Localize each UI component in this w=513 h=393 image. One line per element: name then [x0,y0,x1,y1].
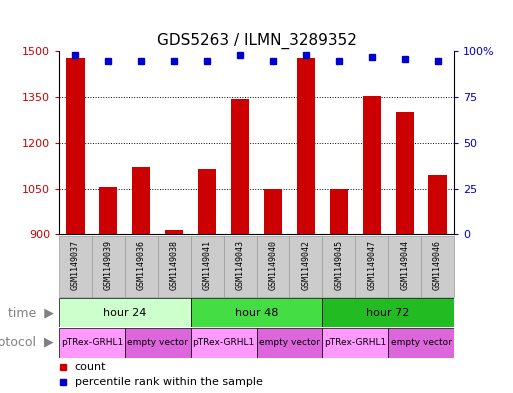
Text: GSM1149036: GSM1149036 [137,241,146,290]
Bar [132,167,150,234]
Text: GSM1149047: GSM1149047 [367,241,376,290]
Text: hour 72: hour 72 [366,308,410,318]
Text: GSM1149045: GSM1149045 [334,241,343,290]
Bar [59,298,191,327]
Bar [100,187,117,234]
Bar [191,298,322,327]
Text: GSM1149040: GSM1149040 [268,241,278,290]
Bar [396,112,413,234]
Text: hour 48: hour 48 [235,308,278,318]
Title: GDS5263 / ILMN_3289352: GDS5263 / ILMN_3289352 [156,33,357,49]
Text: protocol  ▶: protocol ▶ [0,336,54,349]
Bar [125,328,191,358]
Bar [59,236,92,297]
Bar [322,298,454,327]
Bar [256,236,289,297]
Text: pTRex-GRHL1: pTRex-GRHL1 [324,338,386,347]
Bar [388,236,421,297]
Bar [297,57,315,234]
Text: GSM1149046: GSM1149046 [433,241,442,290]
Text: empty vector: empty vector [391,338,451,347]
Text: time  ▶: time ▶ [8,306,54,319]
Bar [231,99,249,234]
Text: GSM1149044: GSM1149044 [400,241,409,290]
Bar [388,328,454,358]
Bar [66,57,85,234]
Bar [330,189,348,234]
Bar [191,328,256,358]
Text: empty vector: empty vector [127,338,188,347]
Text: GSM1149037: GSM1149037 [71,241,80,290]
Bar [264,189,282,234]
Text: pTRex-GRHL1: pTRex-GRHL1 [192,338,255,347]
Bar [59,328,125,358]
Bar [363,95,381,234]
Bar [125,236,158,297]
Bar [198,169,216,234]
Bar [355,236,388,297]
Text: pTRex-GRHL1: pTRex-GRHL1 [61,338,123,347]
Text: count: count [75,362,106,372]
Bar [289,236,322,297]
Bar [191,236,224,297]
Text: GSM1149043: GSM1149043 [235,241,245,290]
Text: GSM1149038: GSM1149038 [170,241,179,290]
Bar [158,236,191,297]
Bar [256,328,322,358]
Bar [421,236,454,297]
Bar [165,230,183,234]
Text: GSM1149041: GSM1149041 [203,241,212,290]
Text: GSM1149042: GSM1149042 [301,241,310,290]
Text: hour 24: hour 24 [103,308,147,318]
Bar [322,328,388,358]
Text: empty vector: empty vector [259,338,320,347]
Text: GSM1149039: GSM1149039 [104,241,113,290]
Bar [428,175,447,234]
Bar [92,236,125,297]
Bar [322,236,355,297]
Bar [224,236,256,297]
Text: percentile rank within the sample: percentile rank within the sample [75,377,263,387]
